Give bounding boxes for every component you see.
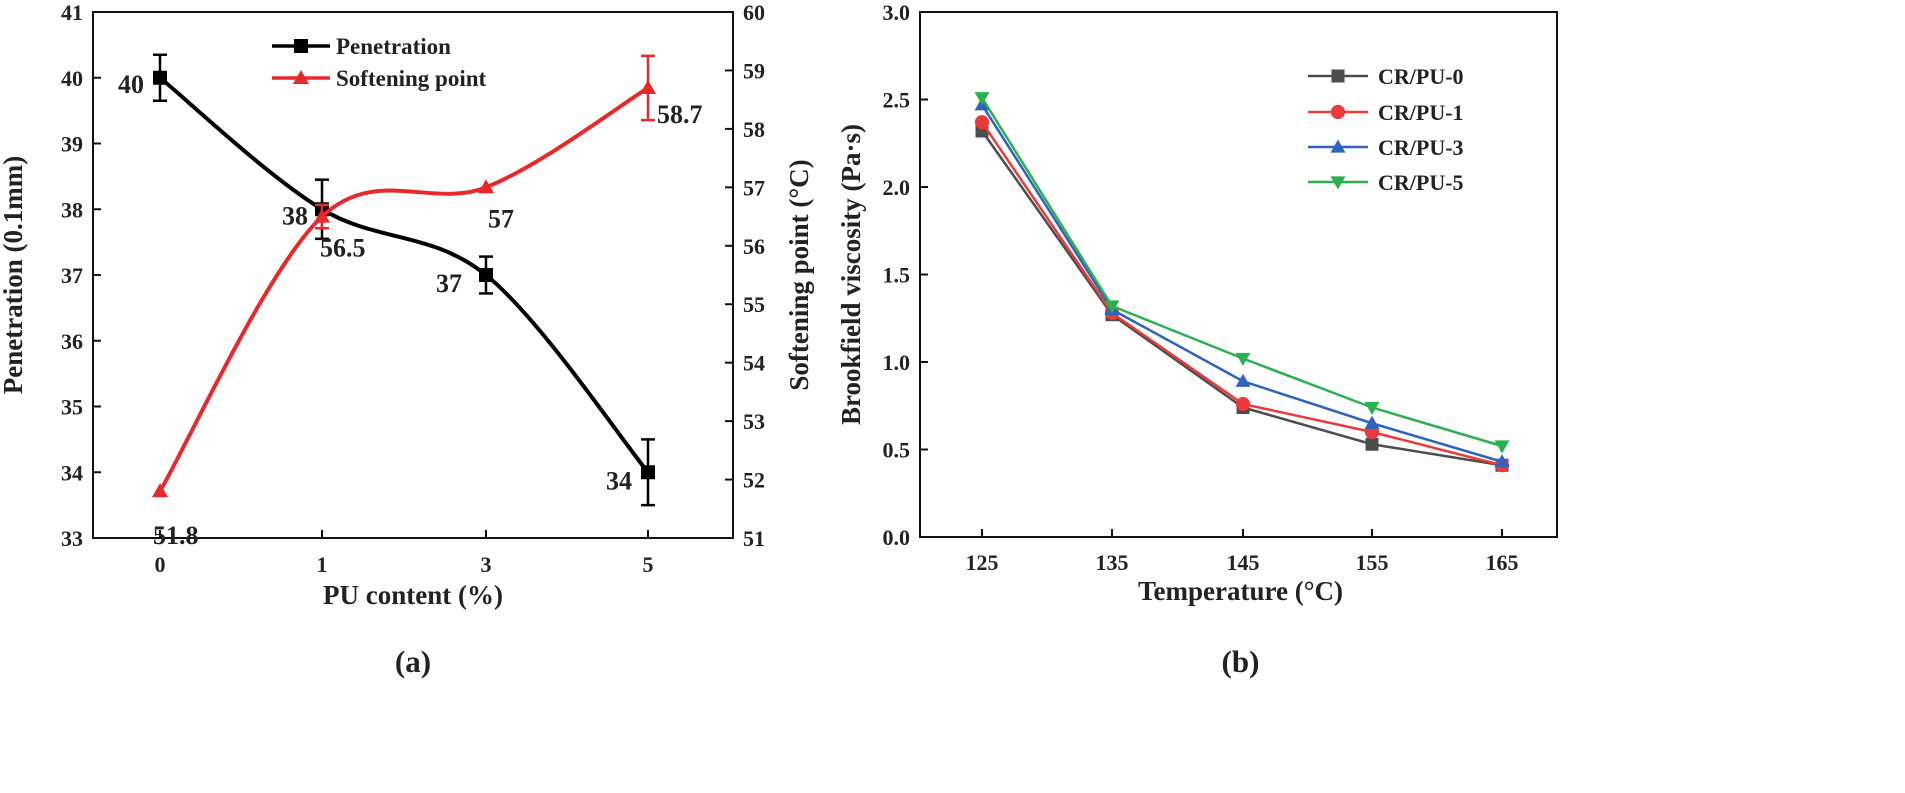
data-point	[641, 465, 655, 480]
right-y-tick-label: 53	[743, 409, 765, 434]
left-y-tick-label: 33	[61, 526, 83, 551]
data-point	[479, 268, 493, 282]
legend-marker	[1330, 104, 1346, 120]
left-y-tick-label: 41	[61, 0, 83, 25]
right-y-tick-label: 54	[743, 351, 765, 376]
data-label: 58.7	[657, 100, 703, 129]
data-point	[1364, 415, 1380, 429]
panel-label-b: (b)	[1222, 644, 1260, 679]
right-y-tick-label: 52	[743, 468, 765, 493]
data-point	[974, 115, 990, 130]
y-tick-label: 2.0	[883, 175, 911, 200]
series-line-penetration	[158, 76, 650, 474]
data-label: 38	[282, 201, 308, 230]
data-point	[1235, 396, 1251, 412]
right-y-tick-label: 60	[743, 0, 765, 25]
legend-marker	[294, 39, 308, 53]
x-axis-label: PU content (%)	[323, 580, 503, 610]
data-point	[153, 70, 167, 85]
data-label: 51.8	[153, 521, 199, 550]
y-tick-label: 0.5	[883, 438, 911, 463]
left-y-tick-label: 39	[61, 132, 83, 157]
legend-marker	[292, 69, 310, 85]
x-tick-label: 165	[1486, 550, 1519, 575]
data-point	[1365, 437, 1379, 451]
x-tick-label: 0	[155, 552, 166, 577]
right-y-tick-label: 59	[743, 58, 765, 83]
data-label: 56.5	[320, 234, 366, 263]
left-y-axis-label: Penetration (0.1mm)	[0, 156, 28, 394]
x-tick-label: 155	[1356, 550, 1389, 575]
data-label: 40	[118, 70, 144, 99]
data-point	[1364, 401, 1380, 415]
data-label: 57	[488, 204, 514, 233]
x-tick-label: 1	[317, 552, 328, 577]
legend-label: CR/PU-5	[1378, 170, 1464, 195]
legend-label: CR/PU-3	[1378, 135, 1464, 160]
x-axis-label: Temperature (°C)	[1138, 576, 1343, 606]
left-y-tick-label: 36	[61, 329, 83, 354]
right-y-tick-label: 56	[743, 234, 765, 259]
data-point	[151, 483, 169, 498]
data-point	[477, 179, 495, 194]
right-y-tick-label: 58	[743, 117, 765, 142]
data-point	[1494, 454, 1510, 468]
legend-marker	[1331, 69, 1345, 83]
right-y-tick-label: 51	[743, 526, 765, 551]
x-tick-label: 5	[643, 552, 654, 577]
left-y-tick-label: 37	[61, 263, 83, 288]
right-y-tick-label: 55	[743, 292, 765, 317]
left-y-tick-label: 35	[61, 395, 83, 420]
data-point	[1104, 300, 1120, 314]
data-label: 34	[606, 466, 632, 495]
data-label: 37	[436, 269, 462, 298]
data-point	[639, 79, 657, 95]
data-point	[1235, 352, 1251, 366]
y-tick-label: 2.5	[883, 88, 911, 113]
legend-label: CR/PU-0	[1378, 64, 1464, 89]
left-y-tick-label: 40	[61, 66, 83, 91]
legend-label: Softening point	[336, 66, 487, 91]
right-y-axis-label: Softening point (°C)	[784, 159, 814, 390]
data-point	[1235, 373, 1251, 387]
panel-label-a: (a)	[395, 644, 431, 679]
y-tick-label: 1.0	[883, 350, 911, 375]
y-axis-label: Brookfield viscosity (Pa·s)	[836, 124, 866, 425]
y-tick-label: 1.5	[883, 263, 911, 288]
left-y-tick-label: 38	[61, 197, 83, 222]
data-point	[313, 208, 331, 223]
x-tick-label: 3	[481, 552, 492, 577]
x-tick-label: 125	[966, 550, 999, 575]
legend-marker	[1330, 176, 1346, 190]
legend-marker	[1330, 139, 1346, 153]
data-point	[974, 92, 990, 106]
panel-b-chart: 0.0 0.5 1.0 1.5 2.0 2.5 3.0 125 135 145 155 165 Temp…	[836, 0, 1558, 679]
x-tick-label: 145	[1227, 550, 1260, 575]
right-y-tick-label: 57	[743, 175, 765, 200]
x-tick-label: 135	[1096, 550, 1129, 575]
left-y-tick-label: 34	[61, 460, 83, 485]
data-point	[1494, 440, 1510, 454]
legend-label: CR/PU-1	[1378, 100, 1464, 125]
y-tick-label: 0.0	[883, 525, 911, 550]
legend-label: Penetration	[336, 34, 451, 59]
y-tick-label: 3.0	[883, 0, 911, 25]
series-line-softening-point	[158, 86, 650, 493]
